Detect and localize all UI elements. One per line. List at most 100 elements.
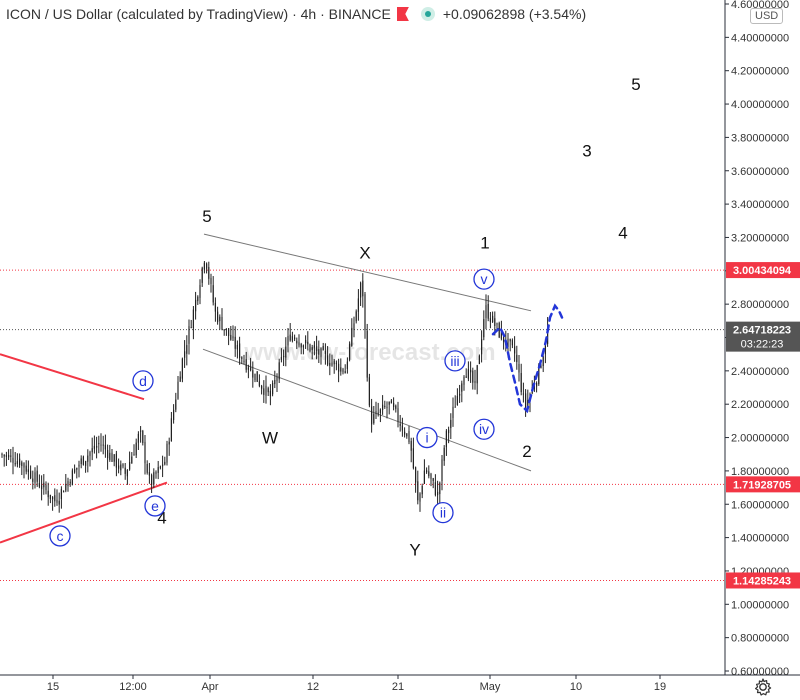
candle-body	[10, 455, 12, 457]
candle-body	[89, 452, 91, 456]
countdown-label: 03:22:23	[741, 339, 784, 351]
candle-body	[23, 463, 25, 468]
candle-body	[98, 443, 100, 445]
candle-body	[390, 400, 392, 404]
candle-body	[362, 280, 364, 297]
candle-body	[520, 373, 522, 393]
candle-body	[56, 499, 58, 503]
candle-body	[322, 346, 324, 350]
candle-body	[179, 376, 181, 382]
candle-body	[439, 482, 441, 495]
candle-body	[296, 340, 298, 344]
y-tick-label: 1.00000000	[731, 599, 789, 611]
candle-body	[223, 329, 225, 331]
candle-body	[265, 385, 267, 396]
wave-label: 1	[480, 233, 489, 252]
candle-body	[454, 406, 456, 408]
candle-body	[538, 364, 540, 385]
candle-body	[511, 340, 513, 346]
candle-body	[177, 381, 179, 399]
channel-upper-line	[203, 233, 532, 312]
candle-body	[324, 351, 326, 354]
candle-body	[441, 459, 443, 482]
y-tick-label: 2.40000000	[731, 366, 789, 378]
price-label-text: 1.14285243	[733, 575, 791, 587]
candle-body	[258, 381, 260, 386]
candle-body	[43, 482, 45, 488]
candle-body	[113, 454, 115, 462]
candle-body	[474, 380, 476, 383]
candle-body	[186, 345, 188, 354]
candle-body	[393, 402, 395, 407]
candle-body	[397, 408, 399, 422]
flag-icon[interactable]	[396, 7, 409, 21]
candle-body	[492, 315, 494, 322]
wave-label: iv	[479, 421, 489, 437]
wave-label: 2	[522, 442, 531, 461]
gear-icon[interactable]	[753, 677, 773, 697]
candle-body	[133, 454, 135, 456]
candle-body	[327, 355, 329, 365]
candle-body	[34, 472, 36, 483]
market-status-icon[interactable]	[420, 7, 435, 21]
candle-body	[476, 365, 478, 384]
candle-body	[109, 452, 111, 460]
y-tick-label: 2.00000000	[731, 433, 789, 445]
candle-body	[335, 362, 337, 364]
x-tick-label: 19	[654, 681, 666, 693]
candle-body	[298, 342, 300, 346]
candle-body	[38, 483, 40, 487]
wave-label-circle	[444, 350, 466, 372]
candle-body	[375, 411, 377, 415]
candle-body	[166, 443, 168, 463]
candle-body	[162, 464, 164, 467]
candle-body	[313, 345, 315, 348]
candle-body	[267, 388, 269, 393]
y-tick-label: 4.00000000	[731, 99, 789, 111]
channel-lower-line	[202, 348, 532, 472]
candle-body	[318, 349, 320, 355]
candle-body	[25, 465, 27, 472]
candle-body	[305, 340, 307, 344]
candle-body	[63, 491, 65, 493]
candle-body	[80, 458, 82, 465]
x-tick-label: 12	[307, 681, 319, 693]
candle-body	[540, 365, 542, 368]
x-tick-label: May	[480, 681, 501, 693]
candle-body	[197, 296, 199, 302]
candle-body	[547, 328, 549, 344]
candle-body	[419, 493, 421, 502]
wave-label: 3	[582, 142, 591, 161]
candle-body	[137, 433, 139, 443]
candle-body	[219, 316, 221, 322]
candle-body	[71, 470, 73, 486]
candle-body	[360, 282, 362, 298]
candle-body	[382, 404, 384, 410]
candle-body	[503, 333, 505, 342]
y-tick-label: 3.60000000	[731, 166, 789, 178]
candle-body	[5, 455, 7, 457]
candle-body	[269, 390, 271, 397]
currency-badge[interactable]: USD	[750, 8, 784, 24]
candle-body	[243, 360, 245, 362]
candle-body	[536, 382, 538, 387]
candle-body	[450, 419, 452, 429]
price-change: +0.09062898 (+3.54%)	[442, 6, 587, 22]
candle-body	[465, 376, 467, 378]
candle-body	[478, 355, 480, 364]
candle-body	[67, 481, 69, 487]
wave-label: i	[425, 430, 428, 446]
candle-body	[107, 450, 109, 459]
price-label-text: 2.64718223	[733, 325, 791, 337]
candle-body	[247, 367, 249, 370]
candle-body	[76, 467, 78, 470]
candle-body	[58, 500, 60, 505]
candle-body	[210, 277, 212, 284]
candle-body	[489, 318, 491, 322]
candle-body	[214, 302, 216, 312]
candle-body	[192, 309, 194, 329]
candle-body	[16, 461, 18, 465]
wave-label: W	[262, 429, 278, 448]
wave-label-circle	[432, 501, 454, 524]
